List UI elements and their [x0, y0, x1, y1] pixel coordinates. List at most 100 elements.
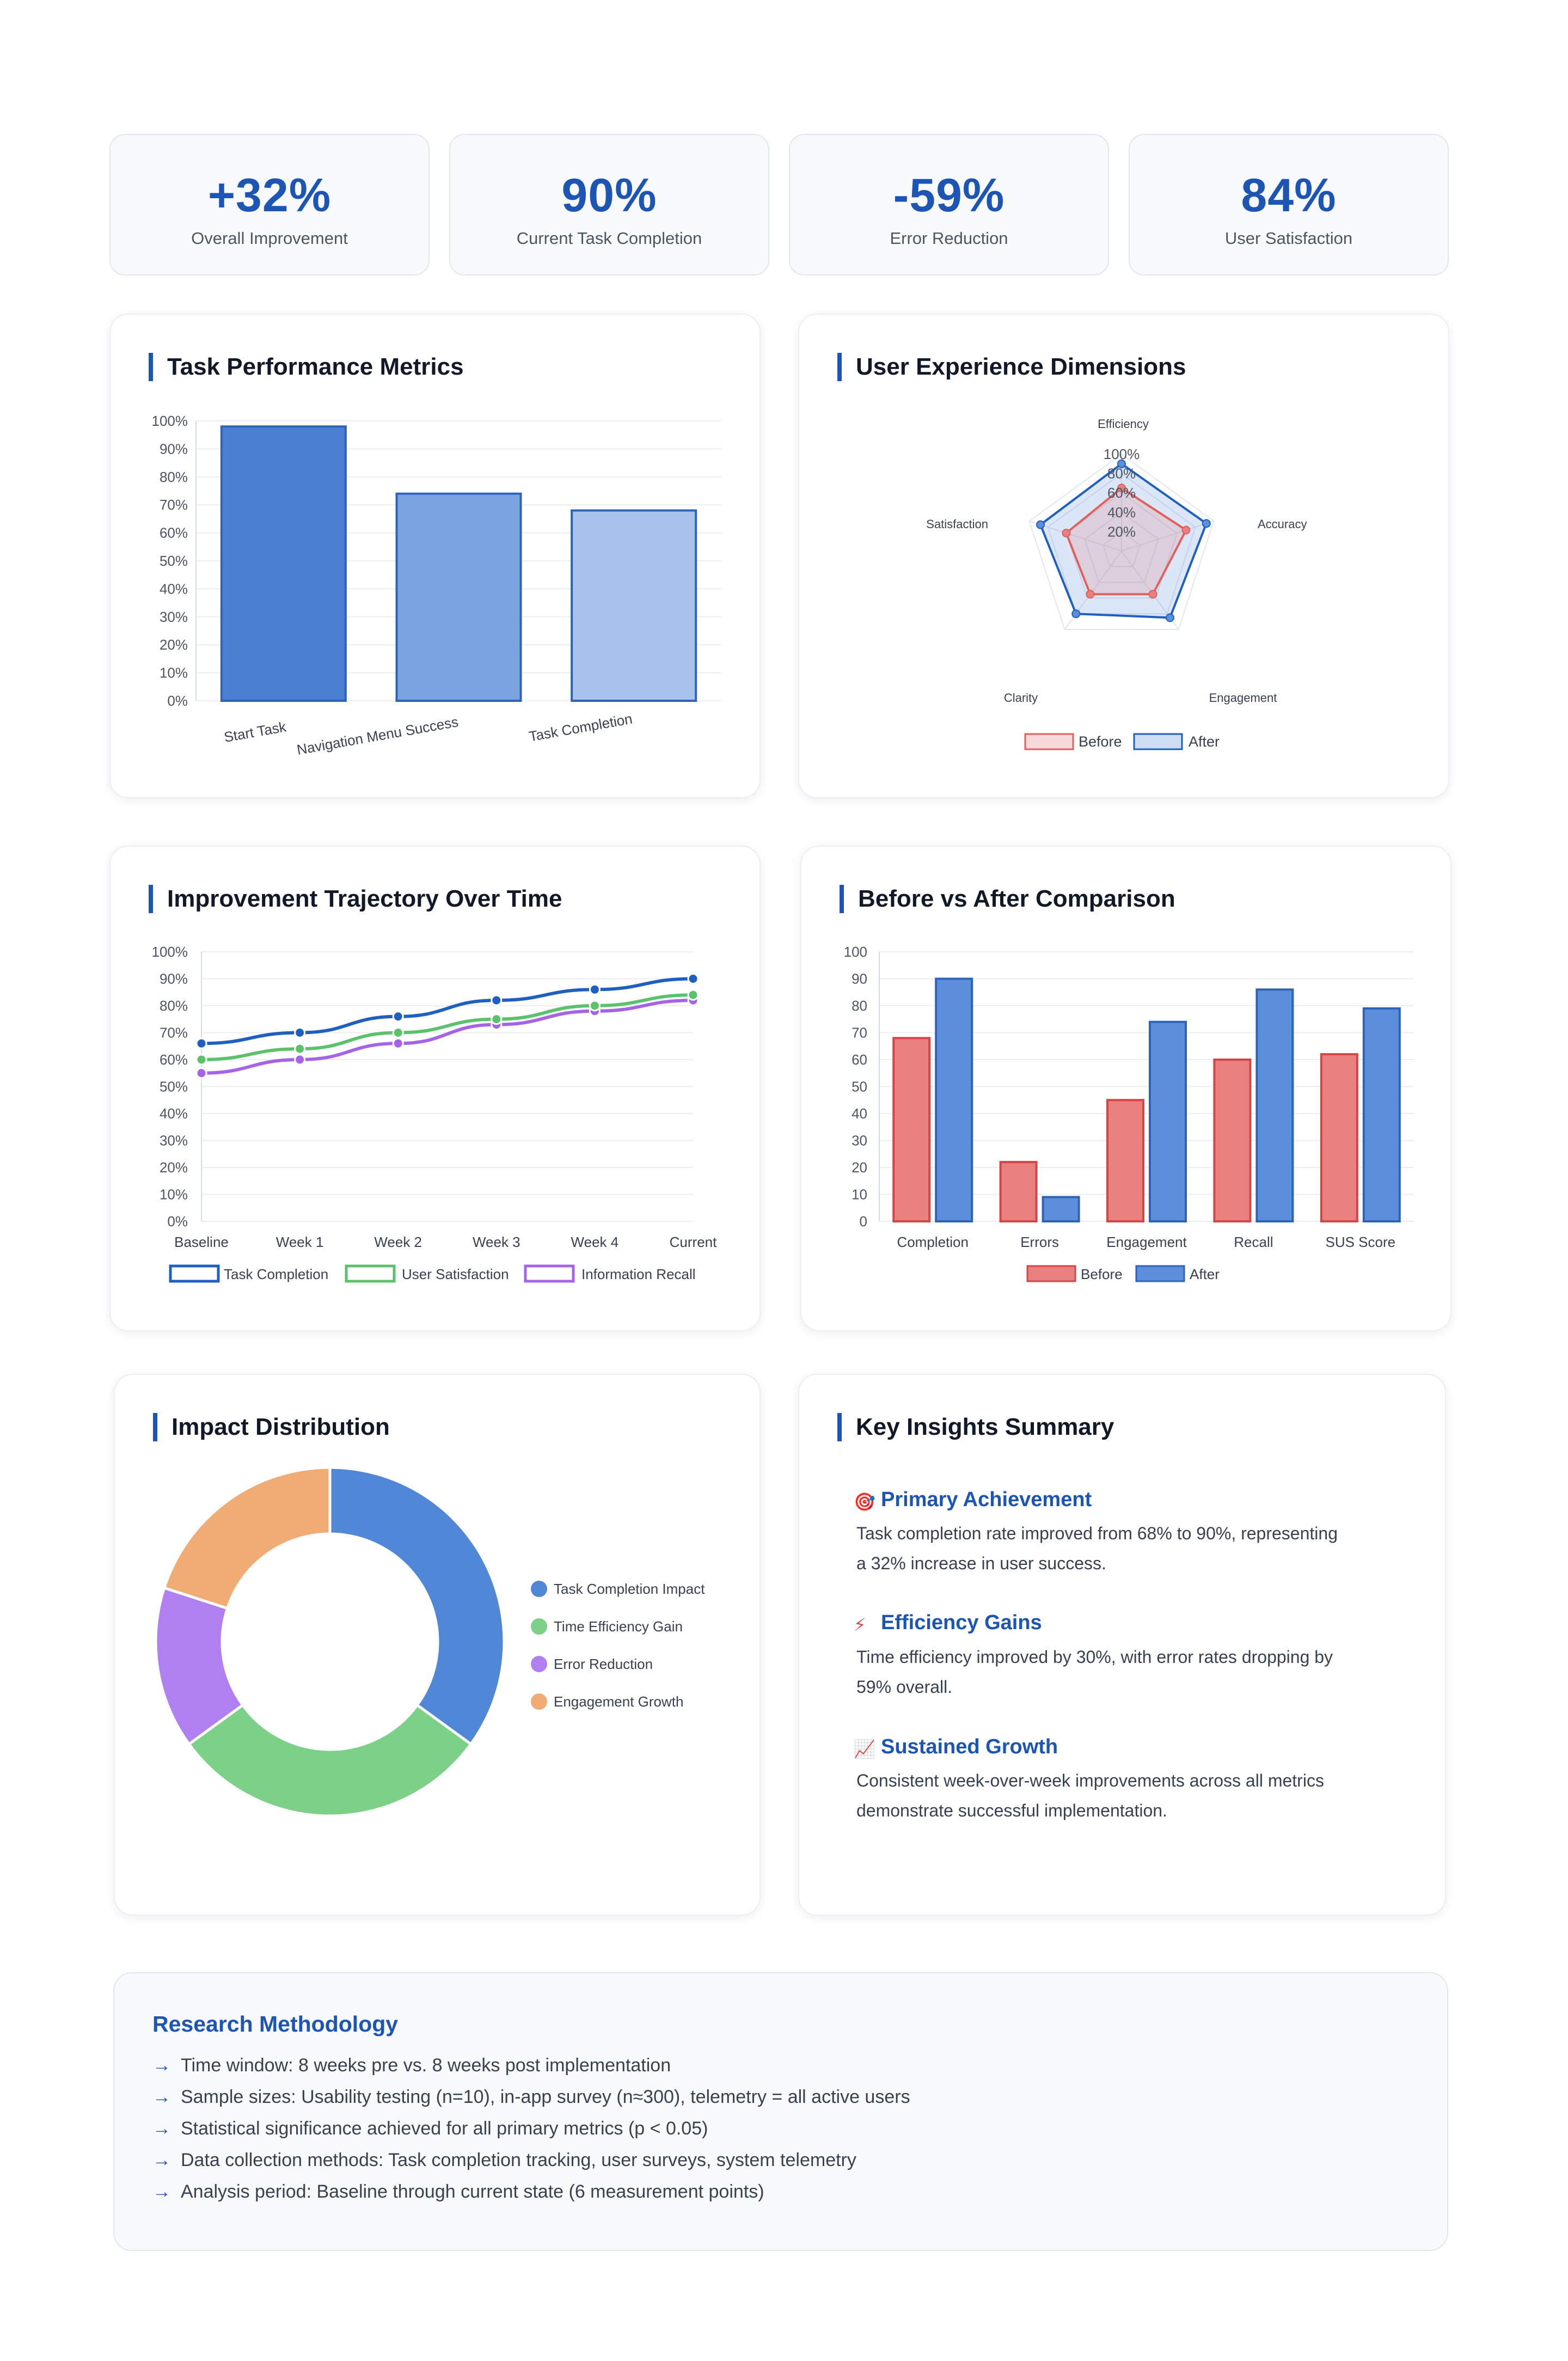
stat-label: Error Reduction [890, 229, 1008, 248]
y-tick-label: 100 [844, 944, 867, 960]
stat-card-task-completion: 90% Current Task Completion [449, 134, 769, 276]
y-tick-label: 0% [167, 1213, 188, 1230]
radar-point [1202, 519, 1211, 528]
y-tick-label: 60 [852, 1051, 867, 1068]
bar-before [1320, 1053, 1358, 1222]
insight-line: Consistent week-over-week improvements a… [856, 1771, 1324, 1790]
lightning-icon: ⚡ [854, 1615, 866, 1635]
y-tick-label: 30% [160, 1133, 188, 1149]
stat-value: 84% [1241, 169, 1337, 222]
radar-point [1117, 459, 1126, 468]
legend-swatch-after [1135, 1265, 1185, 1282]
insights-card: Key Insights Summary 🎯 Primary Achieveme… [798, 1374, 1446, 1916]
bar-before [892, 1037, 931, 1223]
bar [571, 509, 697, 702]
line-series-task-completion [201, 977, 694, 1045]
legend-label: Before [1079, 733, 1122, 750]
y-tick-label: 70% [160, 497, 188, 513]
card-title: Before vs After Comparison [840, 885, 1175, 913]
line-point [687, 973, 699, 984]
insight-title: Efficiency Gains [881, 1611, 1042, 1634]
y-tick-label: 20% [160, 1159, 188, 1176]
legend-dot [531, 1618, 547, 1635]
radar-tick-label: 100% [1104, 446, 1140, 462]
donut-slice [187, 1703, 473, 1818]
insight-line: demonstrate successful implementation. [856, 1801, 1167, 1820]
legend-dot [531, 1581, 547, 1597]
legend-label: After [1189, 733, 1220, 750]
radar-point [1071, 609, 1081, 619]
radar-series-after [1039, 462, 1208, 619]
bar-before [999, 1161, 1038, 1223]
legend-label: Error Reduction [554, 1656, 653, 1672]
insight-line: a 32% increase in user success. [856, 1553, 1106, 1573]
line-point [392, 1011, 404, 1023]
radar-point [1036, 520, 1045, 529]
ux-dimensions-card: User Experience Dimensions [798, 314, 1449, 798]
methodology-item: → Data collection methods: Task completio… [152, 2150, 856, 2171]
bar [220, 425, 347, 702]
radar-tick-label: 40% [1107, 504, 1136, 521]
y-tick-label: 20% [160, 637, 188, 653]
y-tick-label: 50 [852, 1079, 867, 1095]
card-title: Impact Distribution [153, 1413, 390, 1441]
line-point [195, 1067, 207, 1079]
y-tick-label: 20 [852, 1159, 867, 1176]
bar [395, 492, 522, 702]
x-tick-label: SUS Score [1325, 1234, 1395, 1250]
line-point [294, 1043, 306, 1055]
x-tick-label: Recall [1234, 1234, 1273, 1250]
legend-swatch-before [1024, 733, 1074, 750]
x-tick-label: Week 3 [473, 1234, 520, 1250]
radar-spoke [1121, 521, 1214, 552]
y-tick-label: 10% [160, 665, 188, 681]
line-point [294, 1054, 306, 1066]
chart-up-icon: 📈 [854, 1739, 875, 1759]
y-tick-label: 70% [160, 1025, 188, 1041]
arrow-right-icon: → [152, 2087, 171, 2107]
y-tick-label: 30% [160, 609, 188, 625]
legend-label: Task Completion Impact [554, 1581, 705, 1597]
y-tick-label: 50% [160, 553, 188, 569]
bar-after [1255, 988, 1294, 1223]
donut-slice [328, 1466, 506, 1746]
y-tick-label: 0% [167, 693, 188, 709]
stat-value: 90% [561, 169, 657, 222]
radar-point [1181, 525, 1191, 535]
radar-spoke [1029, 521, 1122, 552]
arrow-right-icon: → [152, 2118, 171, 2139]
insight-title: Sustained Growth [881, 1735, 1058, 1758]
legend-swatch [524, 1264, 575, 1283]
arrow-right-icon: → [152, 2055, 171, 2076]
y-tick-label: 80% [160, 469, 188, 485]
legend-label: Time Efficiency Gain [554, 1618, 683, 1635]
y-tick-label: 80 [852, 998, 867, 1014]
radar-axis-label: Efficiency [1098, 417, 1149, 431]
y-tick-label: 80% [160, 998, 188, 1014]
y-tick-label: 40% [160, 1105, 188, 1122]
target-icon: 🎯 [854, 1492, 875, 1512]
insight-line: Task completion rate improved from 68% t… [856, 1524, 1338, 1543]
stat-card-error-reduction: -59% Error Reduction [789, 134, 1109, 276]
bar-after [935, 977, 973, 1222]
methodology-item: → Sample sizes: Usability testing (n=10),… [152, 2087, 910, 2108]
radar-point [1062, 528, 1071, 537]
radar-grid [1047, 473, 1196, 615]
stat-value: +32% [207, 169, 332, 222]
radar-axis-label: Accuracy [1258, 517, 1307, 531]
task-performance-chart: 0%10%20%30%40%50%60%70%80%90%100%Start T… [152, 413, 721, 758]
methodology-text: Time window: 8 weeks pre vs. 8 weeks pos… [181, 2055, 671, 2076]
x-tick-label: Current [670, 1234, 717, 1250]
bar-after [1149, 1020, 1187, 1222]
legend-dot [531, 1693, 547, 1710]
methodology-text: Analysis period: Baseline through curren… [181, 2181, 764, 2202]
radar-grid [1028, 453, 1215, 631]
y-tick-label: 90 [852, 971, 867, 987]
y-tick-label: 30 [852, 1133, 867, 1149]
arrow-right-icon: → [152, 2150, 171, 2170]
insight-line: Time efficiency improved by 30%, with er… [856, 1647, 1333, 1667]
y-tick-label: 100% [152, 413, 188, 429]
x-tick-label: Engagement [1106, 1234, 1187, 1250]
x-tick-label: Week 1 [276, 1234, 324, 1250]
legend-label: User Satisfaction [402, 1266, 509, 1282]
